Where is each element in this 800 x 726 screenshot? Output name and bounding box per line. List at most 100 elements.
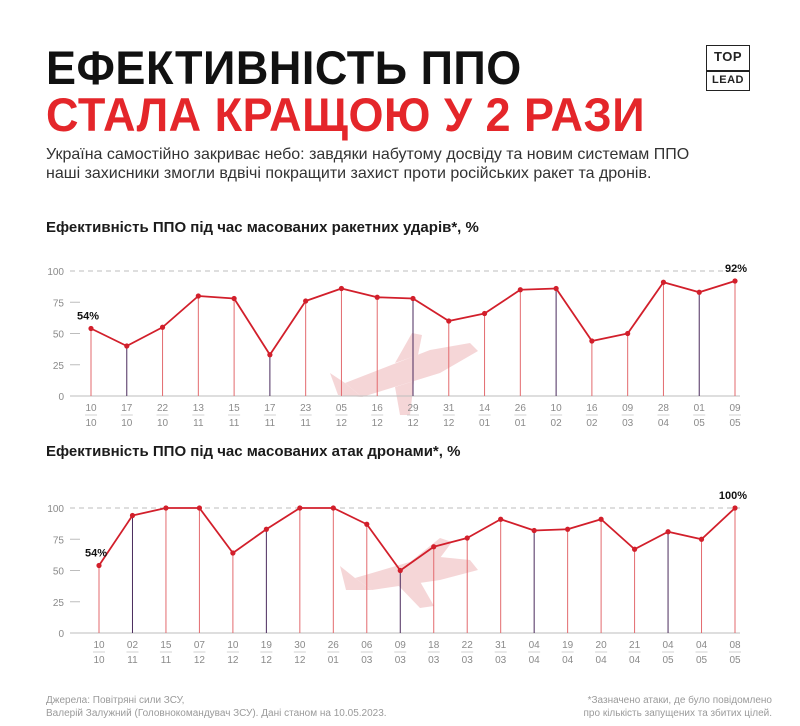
x-tick-label: 03 xyxy=(361,655,373,666)
x-tick-label: 09 xyxy=(729,403,741,414)
data-point xyxy=(665,529,671,535)
data-label-last: 100% xyxy=(719,490,747,502)
x-tick-label: 17 xyxy=(264,403,276,414)
x-tick-label: 10 xyxy=(85,403,97,414)
y-tick-label: 100 xyxy=(47,504,64,515)
missile-chart-title: Ефективність ППО під час масованих ракет… xyxy=(46,219,479,236)
asterisk-note-line1: *Зазначено атаки, де було повідомлено xyxy=(587,695,772,706)
x-tick-label: 28 xyxy=(658,403,670,414)
x-tick-label: 12 xyxy=(294,655,306,666)
x-tick-label: 09 xyxy=(622,403,634,414)
x-tick-label: 16 xyxy=(586,403,598,414)
x-tick-label: 12 xyxy=(261,655,273,666)
data-point xyxy=(163,505,169,511)
data-point xyxy=(481,310,488,317)
x-tick-label: 03 xyxy=(622,418,634,429)
data-point xyxy=(267,352,273,358)
x-tick-label: 29 xyxy=(407,403,419,414)
x-tick-label: 01 xyxy=(328,655,340,666)
x-tick-label: 04 xyxy=(529,655,541,666)
x-tick-label: 01 xyxy=(479,418,491,429)
x-tick-label: 01 xyxy=(515,418,527,429)
data-point xyxy=(589,338,595,344)
page-title-line1: ЕФЕКТИВНІСТЬ ППО xyxy=(46,40,522,95)
x-tick-label: 10 xyxy=(551,403,563,414)
asterisk-note: *Зазначено атаки, де було повідомлено пр… xyxy=(472,694,773,720)
x-tick-label: 12 xyxy=(227,655,239,666)
x-tick-label: 20 xyxy=(596,640,608,651)
intro-text: Україна самостійно закриває небо: завдяк… xyxy=(46,146,690,182)
data-point xyxy=(297,505,303,511)
x-tick-label: 09 xyxy=(395,640,407,651)
x-tick-label: 26 xyxy=(328,640,340,651)
data-point xyxy=(397,567,403,574)
x-tick-label: 11 xyxy=(300,418,311,429)
data-point xyxy=(364,521,370,527)
x-tick-label: 12 xyxy=(194,655,206,666)
data-point xyxy=(732,505,738,511)
x-tick-label: 05 xyxy=(729,655,741,666)
series-line xyxy=(98,507,736,572)
x-tick-label: 03 xyxy=(395,655,407,666)
x-tick-label: 12 xyxy=(407,418,419,429)
data-point xyxy=(531,527,537,534)
x-tick-label: 12 xyxy=(443,418,455,429)
data-point xyxy=(565,526,571,532)
x-tick-label: 22 xyxy=(157,403,169,414)
x-tick-label: 07 xyxy=(194,640,206,651)
y-tick-label: 100 xyxy=(47,267,64,278)
x-tick-label: 17 xyxy=(121,403,133,414)
missile-tail xyxy=(330,373,362,397)
x-tick-label: 01 xyxy=(694,403,706,414)
x-tick-label: 10 xyxy=(121,418,133,429)
x-tick-label: 22 xyxy=(462,640,474,651)
x-tick-label: 05 xyxy=(694,418,706,429)
y-tick-label: 0 xyxy=(58,392,64,403)
x-tick-label: 11 xyxy=(229,418,240,429)
x-tick-label: 04 xyxy=(529,640,541,651)
data-point xyxy=(96,562,102,569)
missile-fin-top xyxy=(395,333,422,363)
x-tick-label: 04 xyxy=(696,640,708,651)
x-tick-label: 03 xyxy=(428,655,440,666)
data-point xyxy=(431,544,437,550)
x-tick-label: 08 xyxy=(729,640,741,651)
x-tick-label: 15 xyxy=(229,403,241,414)
data-point xyxy=(338,285,345,292)
data-point xyxy=(631,546,638,552)
drone-body xyxy=(355,556,478,590)
x-tick-label: 10 xyxy=(85,418,97,429)
drone-tail xyxy=(340,566,372,590)
x-tick-label: 30 xyxy=(294,640,306,651)
data-point xyxy=(88,325,94,332)
x-tick-label: 03 xyxy=(462,655,474,666)
logo-divider xyxy=(707,70,749,72)
data-point xyxy=(625,330,631,337)
drone-drawing xyxy=(340,538,478,608)
data-point xyxy=(303,298,309,304)
drone-chart: 0 25 50 75 100 10 10 02 11 15 11 07 12 10 12 19 12 30 12 26… xyxy=(47,490,747,666)
y-tick-label: 50 xyxy=(53,567,65,578)
top-lead-logo: TOP LEAD xyxy=(706,45,750,91)
data-point xyxy=(464,535,470,541)
y-tick-label: 0 xyxy=(58,629,64,640)
data-point xyxy=(231,295,237,302)
x-tick-label: 12 xyxy=(336,418,348,429)
x-tick-label: 26 xyxy=(515,403,527,414)
x-tick-label: 23 xyxy=(300,403,312,414)
x-tick-label: 04 xyxy=(596,655,608,666)
data-point xyxy=(374,294,380,300)
data-point xyxy=(698,536,705,542)
data-point xyxy=(330,505,336,511)
x-tick-label: 02 xyxy=(551,418,563,429)
missile-fin-bottom xyxy=(395,381,414,415)
data-point xyxy=(732,278,738,284)
x-tick-label: 19 xyxy=(261,640,273,651)
data-point xyxy=(129,512,136,519)
data-point xyxy=(660,279,667,285)
data-point xyxy=(410,295,416,302)
data-point xyxy=(598,516,604,522)
x-tick-label: 13 xyxy=(193,403,205,414)
x-tick-label: 11 xyxy=(265,418,276,429)
missile-drawing xyxy=(330,333,478,415)
